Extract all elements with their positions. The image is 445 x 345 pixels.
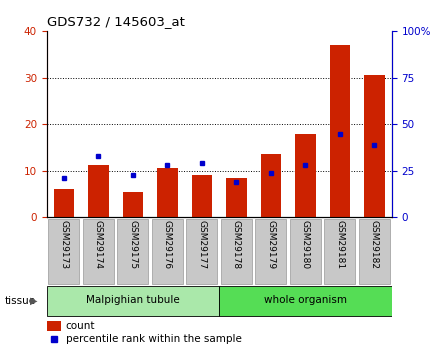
Bar: [261, 155, 281, 217]
Text: percentile rank within the sample: percentile rank within the sample: [66, 334, 242, 344]
Text: count: count: [66, 321, 95, 331]
Bar: [54, 189, 74, 217]
Text: GSM29181: GSM29181: [336, 220, 344, 269]
Text: ▶: ▶: [30, 296, 38, 306]
Bar: [192, 175, 212, 217]
Bar: [359, 219, 390, 284]
Text: GSM29174: GSM29174: [94, 220, 103, 269]
Bar: [364, 75, 384, 217]
Bar: [226, 178, 247, 217]
Bar: [88, 165, 109, 217]
Text: GSM29179: GSM29179: [267, 220, 275, 269]
Bar: [290, 219, 321, 284]
Text: GSM29173: GSM29173: [60, 220, 69, 269]
Text: GDS732 / 145603_at: GDS732 / 145603_at: [47, 16, 185, 29]
Bar: [221, 219, 252, 284]
Text: tissue: tissue: [4, 296, 36, 306]
Bar: [219, 286, 392, 316]
Bar: [295, 134, 316, 217]
Text: GSM29176: GSM29176: [163, 220, 172, 269]
Text: GSM29178: GSM29178: [232, 220, 241, 269]
Text: whole organism: whole organism: [264, 295, 347, 305]
Bar: [47, 321, 61, 331]
Bar: [324, 219, 356, 284]
Bar: [123, 192, 143, 217]
Bar: [49, 219, 80, 284]
Text: GSM29175: GSM29175: [129, 220, 138, 269]
Text: GSM29182: GSM29182: [370, 220, 379, 269]
Bar: [83, 219, 114, 284]
Bar: [117, 219, 149, 284]
Text: GSM29177: GSM29177: [198, 220, 206, 269]
Bar: [47, 286, 219, 316]
Text: GSM29180: GSM29180: [301, 220, 310, 269]
Bar: [157, 168, 178, 217]
Text: Malpighian tubule: Malpighian tubule: [86, 295, 180, 305]
Bar: [255, 219, 287, 284]
Bar: [186, 219, 218, 284]
Bar: [330, 45, 350, 217]
Bar: [152, 219, 183, 284]
